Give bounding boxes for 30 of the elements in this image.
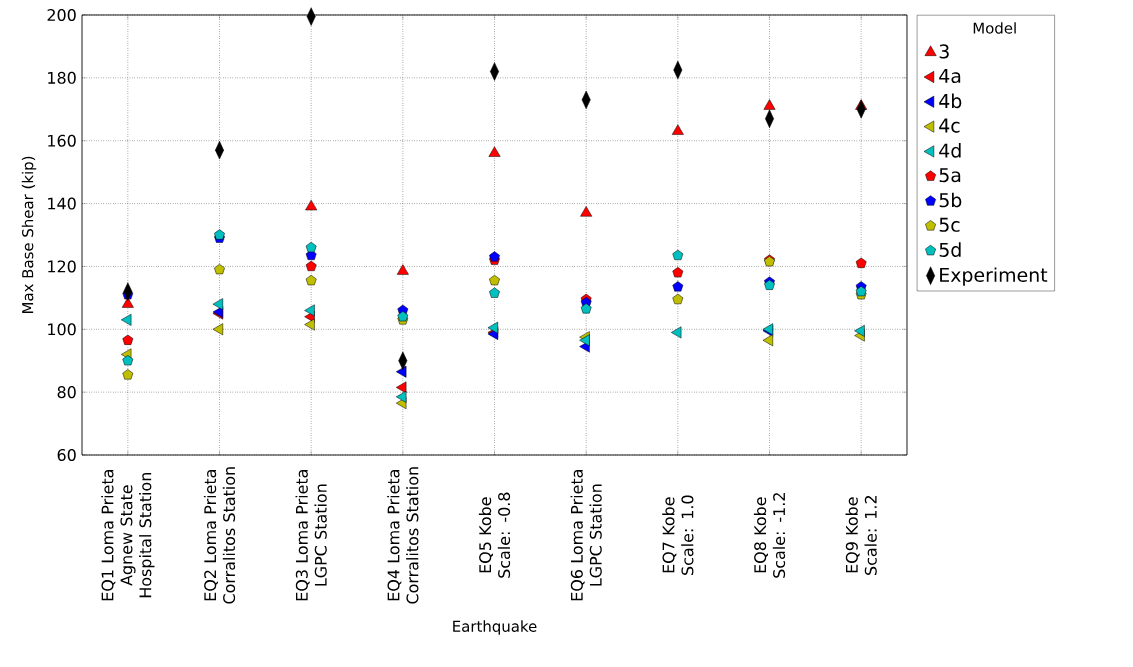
legend-label: Experiment (940, 267, 1048, 286)
x-tick-label: EQ4 Loma Prieta Corralitos Station (387, 467, 419, 604)
legend-title: Model (973, 22, 1016, 34)
y-tick-label: 200 (47, 8, 76, 22)
legend-label: 4d (939, 143, 961, 158)
legend-label: 5c (939, 217, 960, 232)
y-axis-title: Max Base Shear (kip) (21, 156, 37, 313)
x-axis-title: Earthquake (453, 620, 537, 635)
x-tick-label: EQ6 Loma Prieta LGPC Station (570, 470, 602, 601)
x-tick-label: EQ8 Kobe Scale: -1.2 (753, 493, 786, 578)
legend-label: 4c (939, 118, 960, 133)
legend-label: 5d (939, 242, 961, 257)
y-tick-label: 80 (57, 386, 76, 399)
y-tick-label: 180 (48, 71, 76, 84)
y-tick-label: 160 (48, 134, 76, 147)
legend-label: 3 (939, 44, 949, 59)
y-tick-label: 140 (48, 197, 76, 210)
x-tick-label: EQ1 Loma Prieta Agnew State Hospital Station (101, 470, 155, 601)
y-tick-label: 100 (48, 323, 76, 336)
x-tick-label: EQ7 Kobe Scale: 1.0 (662, 495, 694, 575)
y-tick-label: 120 (48, 260, 76, 273)
legend-label: 5a (939, 168, 961, 183)
y-tick-label: 60 (57, 448, 76, 462)
x-tick-label: EQ5 Kobe Scale: -0.8 (478, 492, 511, 578)
legend-label: 4b (939, 93, 962, 109)
x-tick-label: EQ3 Loma Prieta LGPC Station (295, 470, 327, 601)
legend-label: 4a (939, 69, 961, 84)
x-tick-label: EQ9 Kobe Scale: 1.2 (845, 496, 877, 575)
legend-label: 5b (939, 192, 962, 208)
x-tick-label: EQ2 Loma Prieta Corralitos Station (203, 467, 236, 604)
